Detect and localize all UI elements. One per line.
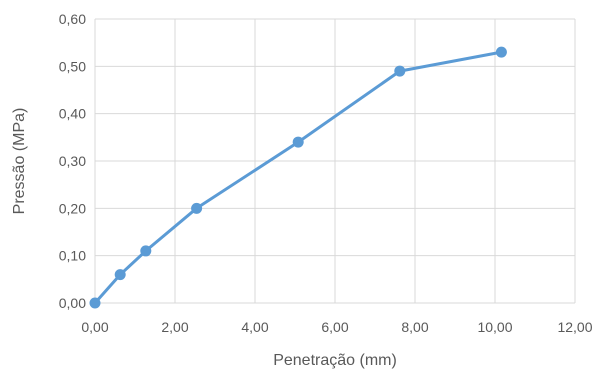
data-point (394, 65, 406, 77)
x-tick-label: 4,00 (241, 319, 268, 335)
x-tick-label: 12,00 (557, 319, 592, 335)
y-axis-title: Pressão (MPa) (11, 108, 28, 215)
data-point (114, 269, 126, 281)
data-point (191, 202, 203, 214)
x-tick-label: 6,00 (321, 319, 348, 335)
data-point (89, 297, 101, 309)
y-tick-label: 0,60 (59, 11, 86, 27)
y-tick-label: 0,10 (59, 248, 86, 264)
y-tick-label: 0,40 (59, 106, 86, 122)
y-tick-label: 0,00 (59, 295, 86, 311)
x-tick-label: 0,00 (81, 319, 108, 335)
x-tick-label: 10,00 (477, 319, 512, 335)
data-point (140, 245, 152, 257)
y-tick-label: 0,30 (59, 153, 86, 169)
grid-lines (94, 18, 576, 304)
data-point (495, 46, 507, 58)
x-tick-label: 8,00 (401, 319, 428, 335)
tick-labels: 0,00 0,10 0,20 0,30 0,40 0,50 0,60 0,00 2,00 4,00… (59, 11, 593, 335)
y-tick-label: 0,50 (59, 58, 86, 74)
y-tick-label: 0,20 (59, 200, 86, 216)
series-group (89, 46, 507, 309)
x-tick-label: 2,00 (161, 319, 188, 335)
x-axis-title: Penetração (mm) (273, 352, 397, 369)
data-point (292, 136, 304, 148)
